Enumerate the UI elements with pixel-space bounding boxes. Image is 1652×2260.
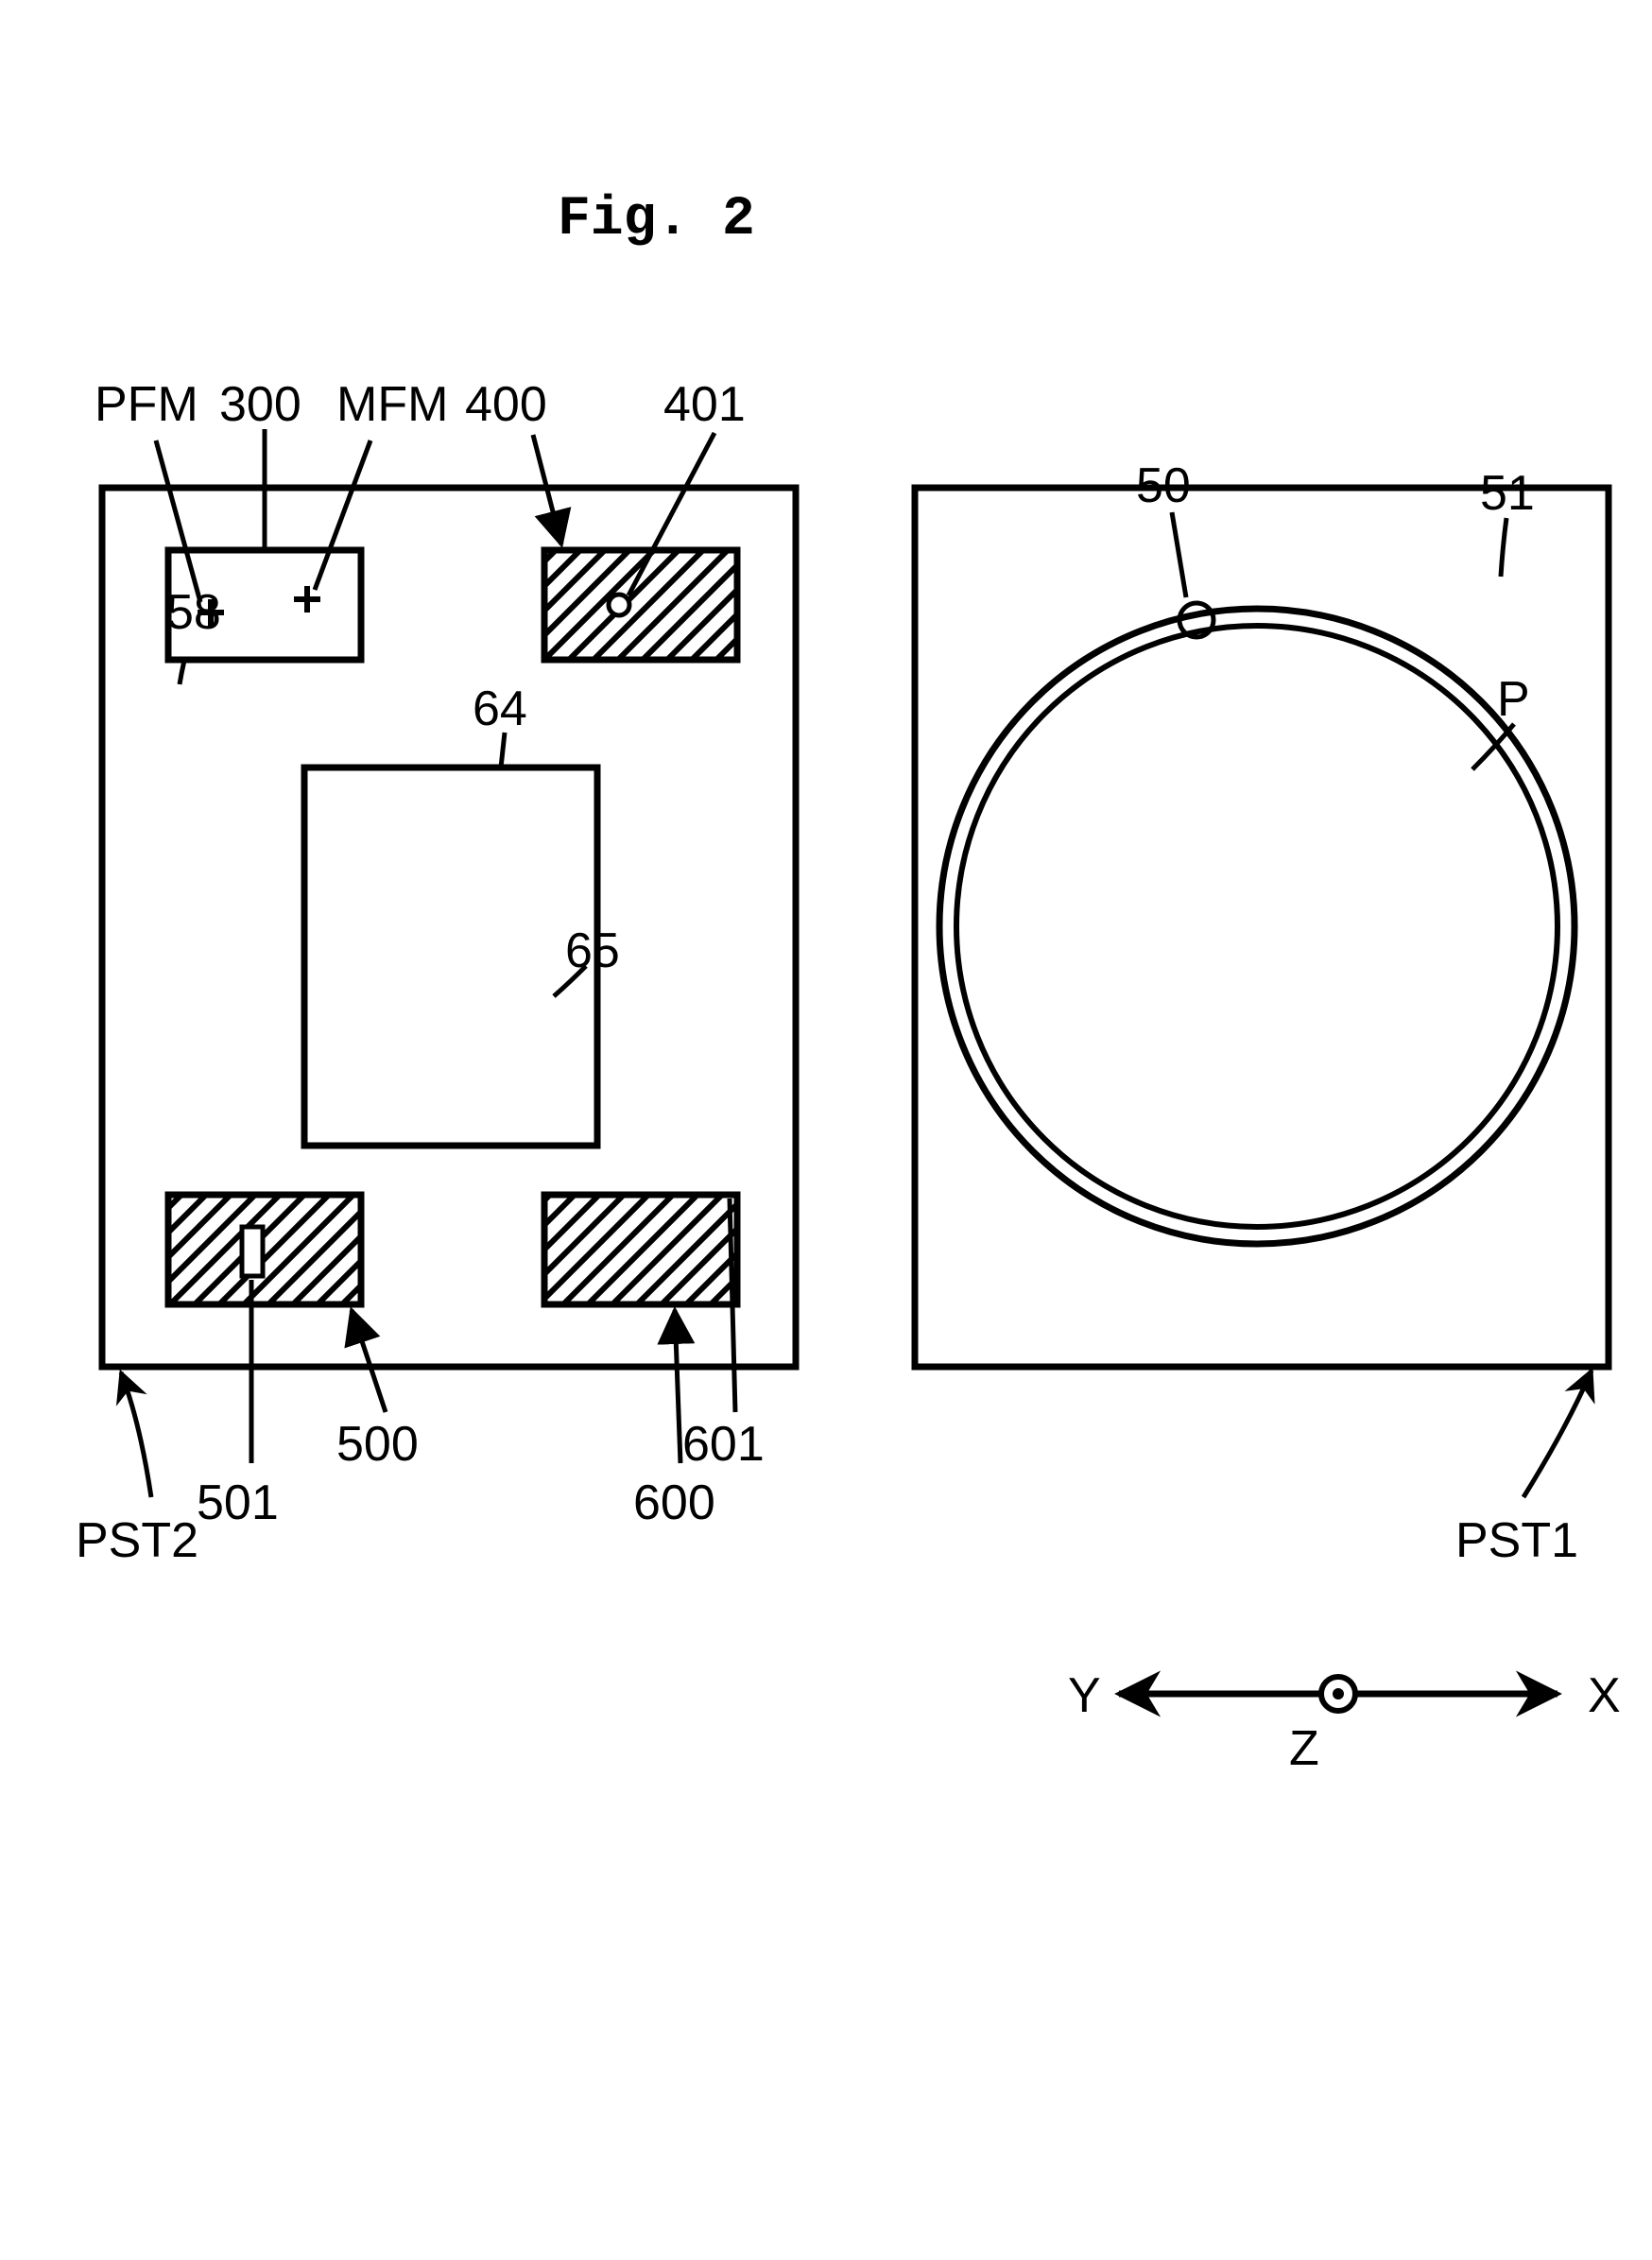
label-pfm: PFM (95, 376, 198, 433)
label-axis-z: Z (1289, 1720, 1319, 1777)
pst1-circle-inner (956, 626, 1557, 1227)
pst1-group (915, 488, 1609, 1497)
label-pst2: PST2 (76, 1512, 198, 1569)
block-500 (168, 1195, 361, 1304)
pst1-circle-outer (939, 609, 1575, 1244)
label-axis-x: X (1588, 1667, 1621, 1724)
leader-500 (352, 1310, 386, 1412)
label-65: 65 (565, 923, 620, 979)
label-mfm: MFM (336, 376, 448, 433)
label-401: 401 (663, 376, 746, 433)
diagram-canvas (0, 0, 1652, 2260)
label-600: 600 (633, 1475, 715, 1531)
axes (1119, 1677, 1557, 1711)
label-500: 500 (336, 1416, 419, 1473)
label-pst1: PST1 (1455, 1512, 1578, 1569)
label-51: 51 (1480, 465, 1535, 522)
block-400 (544, 550, 737, 660)
pst1-pointer (1523, 1371, 1592, 1497)
leader-600 (675, 1310, 680, 1463)
label-p: P (1497, 671, 1530, 728)
label-58: 58 (166, 584, 221, 641)
label-50: 50 (1136, 457, 1191, 514)
label-400: 400 (465, 376, 547, 433)
label-601: 601 (682, 1416, 765, 1473)
label-64: 64 (473, 681, 527, 737)
label-300: 300 (219, 376, 301, 433)
block-600 (544, 1195, 737, 1304)
label-501: 501 (197, 1475, 279, 1531)
label-axis-y: Y (1068, 1667, 1101, 1724)
pst2-pointer (121, 1372, 151, 1497)
center-rect (304, 768, 597, 1146)
leader-64 (501, 733, 505, 768)
leader-51 (1501, 518, 1506, 577)
pst1-outline (915, 488, 1609, 1367)
